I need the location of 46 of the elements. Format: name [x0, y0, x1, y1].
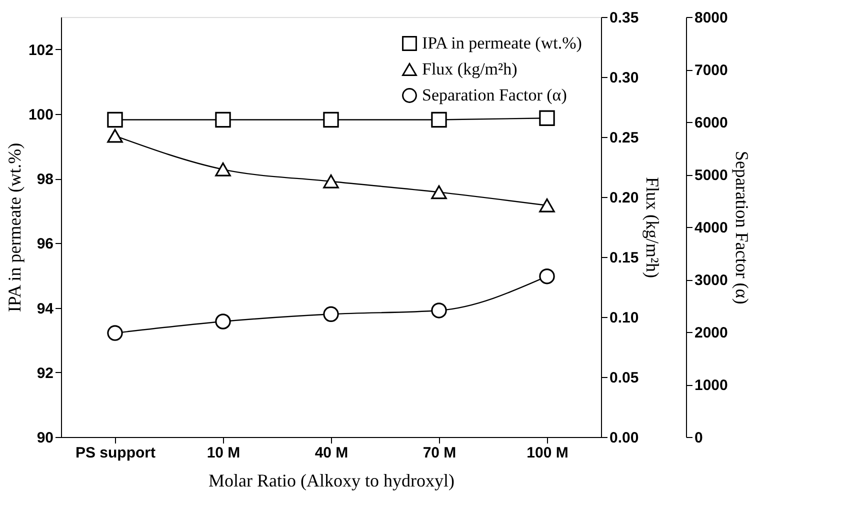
y3-tick-label: 7000: [694, 62, 728, 79]
y-tick-label: 90: [36, 430, 54, 446]
y-tick-label: 96: [36, 236, 54, 253]
y3-tick-label: 1000: [694, 377, 728, 394]
y2-tick-label: 0.00: [610, 430, 639, 446]
y2-tick-label: 0.10: [610, 310, 639, 326]
point: [215, 162, 231, 176]
x-tick-label: 100 M: [526, 444, 568, 462]
y-tick-label: 100: [28, 106, 54, 124]
y-tick-label: 102: [28, 42, 54, 59]
y2-axis-title: Flux (kg/m²h): [642, 177, 663, 278]
y-axis-title: IPA in permeate (wt.%): [4, 142, 24, 312]
y3-tick-label: 5000: [694, 167, 728, 184]
y2-tick-label: 0.15: [610, 250, 639, 266]
y3-tick-label: 3000: [694, 272, 728, 289]
point: [107, 325, 123, 341]
legend-label: Separation Factor (α): [422, 86, 567, 104]
y3-tick-label: 0: [694, 430, 703, 446]
point: [323, 306, 339, 322]
legend-label: IPA in permeate (wt.%): [422, 34, 582, 52]
x-axis-title: Molar Ratio (Alkoxy to hydroxyl): [208, 470, 454, 490]
y2-tick-label: 0.05: [610, 370, 639, 386]
y2-tick-label: 0.20: [610, 190, 639, 206]
y2-tick-label: 0.35: [610, 10, 639, 26]
x-tick-label: 10 M: [206, 444, 240, 462]
x-tick-label: 70 M: [422, 444, 456, 462]
y3-tick-label: 4000: [694, 220, 728, 236]
point: [539, 198, 555, 212]
y-tick-label: 94: [36, 300, 54, 318]
y-tick-label: 92: [36, 364, 54, 382]
point: [431, 302, 447, 318]
y3-tick-label: 8000: [694, 10, 728, 26]
y-tick-label: 98: [36, 171, 54, 188]
y3-tick-label: 6000: [694, 114, 728, 132]
legend-label: Flux (kg/m²h): [422, 60, 518, 78]
point: [323, 174, 339, 188]
point: [539, 268, 555, 284]
y3-tick-label: 2000: [694, 324, 728, 342]
y2-tick-label: 0.25: [610, 130, 639, 146]
y3-axis-title: Separation Factor (α): [732, 150, 752, 304]
point: [431, 185, 447, 200]
point: [215, 314, 231, 330]
x-tick-label: 40 M: [314, 444, 348, 462]
point: [107, 128, 123, 143]
y2-tick-label: 0.30: [610, 70, 639, 86]
x-tick-label: PS support: [75, 444, 156, 462]
